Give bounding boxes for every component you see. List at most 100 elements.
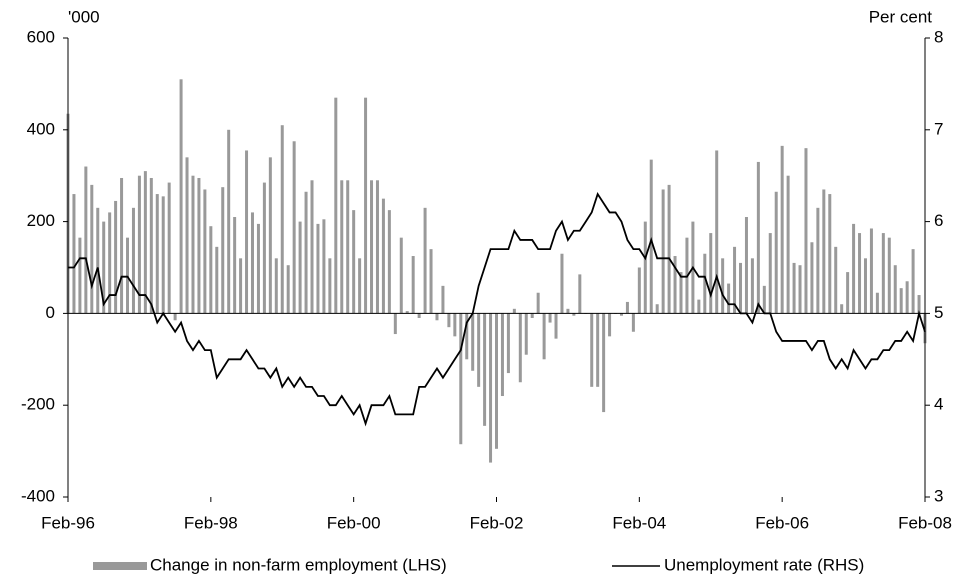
bar (679, 272, 683, 314)
bar (602, 313, 606, 413)
bar (733, 246, 737, 314)
bar (262, 182, 266, 314)
bar (179, 79, 183, 314)
bar (191, 175, 195, 314)
bar (227, 129, 231, 314)
bar (572, 313, 576, 316)
bar (221, 187, 225, 314)
bar (393, 313, 397, 335)
bar (441, 285, 445, 314)
bar (846, 272, 850, 314)
bar (459, 313, 463, 445)
bar (322, 219, 326, 314)
y-tick-label: 400 (27, 119, 55, 138)
bar (292, 141, 296, 314)
bar (84, 166, 88, 314)
bar (822, 189, 826, 314)
y-tick-label: -200 (21, 395, 55, 414)
x-tick-label: Feb-00 (327, 513, 381, 532)
bar (762, 285, 766, 314)
bar (858, 233, 862, 314)
bar (756, 161, 760, 314)
bar (590, 313, 594, 387)
bar (739, 262, 743, 314)
bar (203, 189, 207, 314)
bar (346, 180, 350, 314)
y2-unit-label: Per cent (869, 7, 933, 26)
bar (370, 180, 374, 314)
bar (245, 150, 249, 314)
bar (911, 249, 915, 314)
bar (167, 182, 171, 314)
bar (102, 221, 106, 314)
bar (364, 97, 368, 314)
bar (429, 249, 433, 314)
bar (619, 313, 623, 316)
legend-label: Change in non-farm employment (LHS) (150, 555, 447, 574)
bar (137, 175, 141, 314)
bar (399, 237, 403, 314)
bar (477, 313, 481, 387)
bar (512, 308, 516, 314)
bar (554, 313, 558, 339)
bar (489, 313, 493, 463)
bar (792, 262, 796, 314)
x-tick-label: Feb-96 (41, 513, 95, 532)
line (68, 191, 926, 427)
bar (411, 256, 415, 314)
bar (96, 207, 100, 314)
legend-label: Unemployment rate (RHS) (664, 555, 864, 574)
bar (483, 313, 487, 426)
y2-tick-label: 8 (934, 27, 943, 46)
bar (905, 281, 909, 314)
y2-tick-label: 5 (934, 303, 943, 322)
bar (387, 210, 391, 314)
bar (804, 148, 808, 314)
bar (250, 212, 254, 314)
bar (465, 313, 469, 360)
bar (149, 177, 153, 314)
bar (268, 157, 272, 314)
bar (786, 175, 790, 314)
bar (161, 196, 165, 314)
bar (875, 292, 879, 314)
bar (548, 313, 552, 323)
bar (709, 233, 713, 314)
x-tick-label: Feb-04 (612, 513, 666, 532)
bar (304, 191, 308, 314)
y-unit-label: '000 (68, 7, 100, 26)
bar (608, 313, 612, 337)
bar (78, 237, 82, 314)
bar (780, 145, 784, 314)
bar (435, 313, 439, 321)
bar (423, 207, 427, 314)
bar (596, 313, 600, 387)
bar (834, 246, 838, 314)
x-tick-label: Feb-02 (470, 513, 524, 532)
bar (643, 221, 647, 314)
bar (542, 313, 546, 360)
bar (816, 207, 820, 314)
y-tick-label: 0 (46, 303, 55, 322)
y-tick-label: 600 (27, 27, 55, 46)
bar (417, 313, 421, 318)
x-tick-label: Feb-08 (898, 513, 952, 532)
bar (126, 237, 130, 314)
y2-tick-label: 3 (934, 486, 943, 505)
bar (721, 258, 725, 314)
y2-tick-label: 4 (934, 395, 943, 414)
bar (697, 299, 701, 314)
bar (500, 313, 504, 397)
bar (863, 258, 867, 314)
bar (256, 223, 260, 314)
bar (173, 313, 177, 321)
bar (530, 313, 534, 318)
bar (768, 233, 772, 314)
bar (506, 313, 510, 374)
bar (274, 258, 278, 314)
bar (381, 198, 385, 314)
bar (750, 258, 754, 314)
bar (131, 207, 135, 314)
bar (453, 313, 457, 337)
